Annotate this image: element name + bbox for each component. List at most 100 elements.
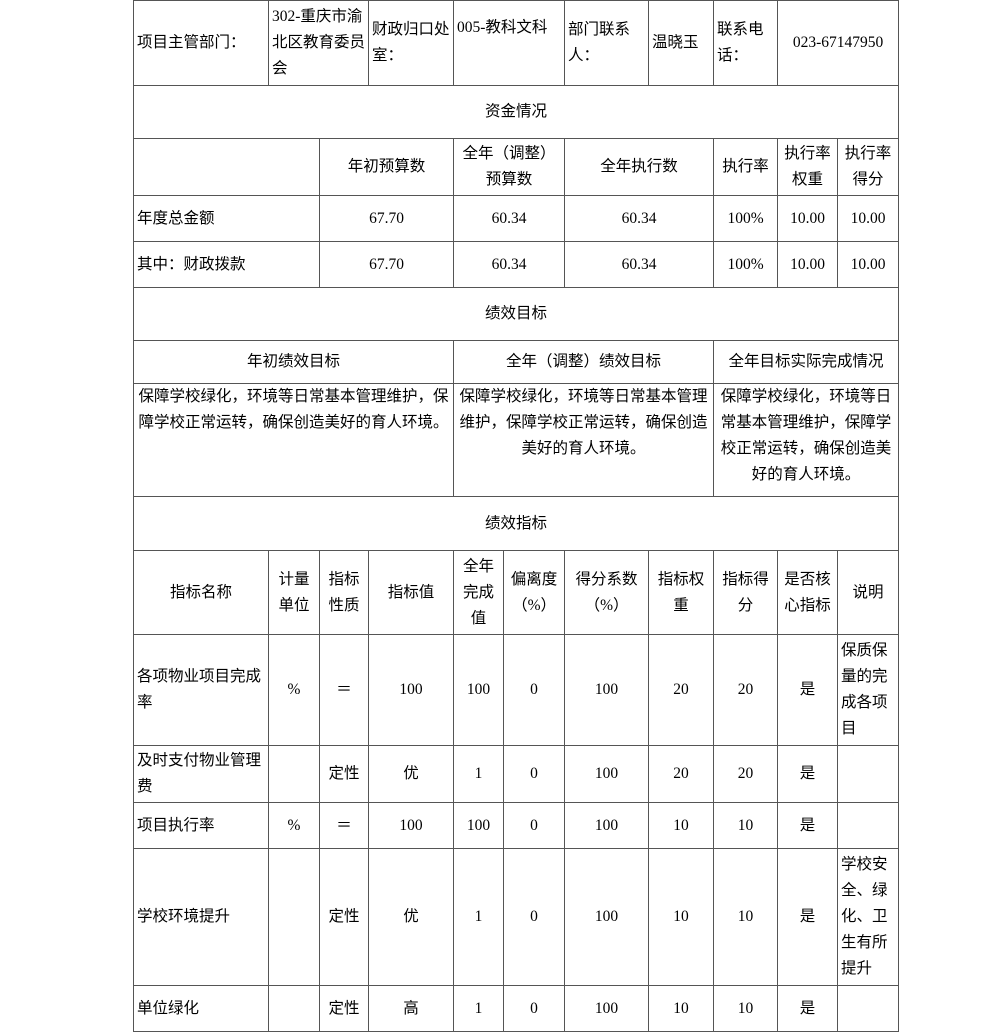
funds-col: 执行率得分 [837, 138, 900, 196]
indicator-cell: 20 [648, 745, 715, 803]
indicator-col: 指标性质 [318, 550, 370, 635]
indicator-cell: 20 [713, 634, 779, 746]
funds-cell: 100% [713, 195, 779, 242]
indicator-cell: 100 [368, 802, 455, 849]
indicator-col: 指标名称 [133, 550, 269, 635]
funds-cell: 60.34 [564, 195, 715, 242]
header-row: 项目主管部门： 302-重庆市渝北区教育委员会 财政归口处室： 005-教科文科… [133, 0, 900, 86]
performance-table: 项目主管部门： 302-重庆市渝北区教育委员会 财政归口处室： 005-教科文科… [132, 0, 900, 1032]
indicator-cell: % [268, 802, 320, 849]
indicator-cell: 100 [564, 802, 650, 849]
indicator-cell: ＝ [318, 634, 370, 746]
indicator-cell [268, 848, 320, 986]
indicator-cell: 100 [564, 745, 650, 803]
indicator-cell: 定性 [318, 745, 370, 803]
indicator-cell: 是 [777, 848, 839, 986]
indicator-row: 及时支付物业管理费 定性优 1 0 100 20 20 是 [133, 745, 900, 803]
indicator-name: 及时支付物业管理费 [133, 745, 269, 803]
funds-col: 年初预算数 [318, 138, 455, 196]
funds-cell: 67.70 [318, 195, 455, 242]
indicator-cell: 0 [503, 634, 566, 746]
indicator-cell: 0 [503, 985, 566, 1032]
indicator-cell: 20 [648, 634, 715, 746]
indicator-cell: 100 [564, 848, 650, 986]
funds-cell: 10.00 [777, 195, 839, 242]
funds-cell: 10.00 [837, 195, 900, 242]
indicator-cell: 20 [713, 745, 779, 803]
indicator-cell: 高 [368, 985, 455, 1032]
indicator-cell: 100 [368, 634, 455, 746]
indicator-cell: 定性 [318, 848, 370, 986]
funds-cell: 100% [713, 241, 779, 288]
indicator-cell: 优 [368, 848, 455, 986]
funds-col: 全年执行数 [564, 138, 715, 196]
indicator-row: 学校环境提升 定性优 1 0 100 10 10 是学校安全、绿化、卫生有所提升 [133, 848, 900, 986]
goals-col: 全年目标实际完成情况 [713, 340, 900, 384]
indicator-row: 单位绿化 定性高 1 0 100 10 10 是 [133, 985, 900, 1032]
indicator-name: 项目执行率 [133, 802, 269, 849]
contact-label: 部门联系人： [564, 0, 650, 86]
indicator-cell: 保质保量的完成各项目 [837, 634, 900, 746]
phone-value: 023-67147950 [777, 0, 900, 86]
funds-cell: 60.34 [453, 195, 566, 242]
funds-cell: 60.34 [564, 241, 715, 288]
indicator-col: 得分系数（%） [564, 550, 650, 635]
funds-header-row: 年初预算数 全年（调整）预算数 全年执行数 执行率 执行率权重 执行率得分 [133, 138, 900, 196]
indicator-col: 指标权重 [648, 550, 715, 635]
indicator-cell: % [268, 634, 320, 746]
funds-cell: 60.34 [453, 241, 566, 288]
indicator-cell: 0 [503, 745, 566, 803]
goals-col: 年初绩效目标 [132, 340, 455, 384]
funds-col: 执行率权重 [777, 138, 839, 196]
goal-actual: 保障学校绿化，环境等日常基本管理维护，保障学校正常运转，确保创造美好的育人环境。 [713, 383, 900, 497]
indicator-cell: 10 [648, 802, 715, 849]
indicator-col: 是否核心指标 [777, 550, 839, 635]
indicator-cell: 10 [648, 848, 715, 986]
indicator-cell: 是 [777, 985, 839, 1032]
indicator-row: 项目执行率% ＝ 100 100 0 100 10 10 是 [133, 802, 900, 849]
indicator-cell: 100 [453, 802, 505, 849]
goals-col: 全年（调整）绩效目标 [453, 340, 715, 384]
goals-title: 绩效目标 [132, 287, 900, 341]
funds-col: 执行率 [713, 138, 779, 196]
dept-value: 302-重庆市渝北区教育委员会 [267, 0, 370, 86]
contact-value: 温晓玉 [648, 0, 715, 86]
indicator-cell: 1 [453, 745, 505, 803]
indicator-cell [837, 745, 900, 803]
indicator-cell: 是 [777, 802, 839, 849]
indicator-cell: 100 [453, 634, 505, 746]
indicator-cell: 10 [648, 985, 715, 1032]
indicator-col: 指标得分 [713, 550, 779, 635]
goals-row: 保障学校绿化，环境等日常基本管理维护，保障学校正常运转，确保创造美好的育人环境。… [132, 383, 900, 497]
indicator-cell: 100 [564, 985, 650, 1032]
indicator-cell: 是 [777, 745, 839, 803]
indicator-cell: 1 [453, 985, 505, 1032]
goals-header-row: 年初绩效目标 全年（调整）绩效目标 全年目标实际完成情况 [132, 340, 900, 384]
funds-cell: 67.70 [318, 241, 455, 288]
indicator-cell: 10 [713, 985, 779, 1032]
finance-label: 财政归口处室： [368, 0, 455, 86]
indicator-cell [268, 745, 320, 803]
indicator-col: 全年完成值 [453, 550, 505, 635]
goal-initial: 保障学校绿化，环境等日常基本管理维护，保障学校正常运转，确保创造美好的育人环境。 [132, 383, 455, 497]
funds-cell: 10.00 [777, 241, 839, 288]
funds-row-label: 年度总金额 [133, 195, 320, 242]
funds-col: 全年（调整）预算数 [453, 138, 566, 196]
finance-value: 005-教科文科 [453, 0, 566, 86]
indicators-title: 绩效指标 [132, 496, 900, 551]
indicator-col: 说明 [837, 550, 900, 635]
indicator-cell: ＝ [318, 802, 370, 849]
indicator-name: 各项物业项目完成率 [133, 634, 269, 746]
indicator-cell: 1 [453, 848, 505, 986]
indicator-name: 学校环境提升 [133, 848, 269, 986]
funds-row: 其中：财政拨款 67.70 60.34 60.34 100% 10.00 10.… [133, 241, 900, 288]
indicator-col: 偏离度（%） [503, 550, 566, 635]
indicator-cell [837, 985, 900, 1032]
indicator-cell: 10 [713, 802, 779, 849]
phone-label: 联系电话： [713, 0, 779, 86]
funds-row-label: 其中：财政拨款 [133, 241, 320, 288]
indicator-cell: 学校安全、绿化、卫生有所提升 [837, 848, 900, 986]
indicator-cell: 10 [713, 848, 779, 986]
funds-corner [133, 138, 320, 196]
goal-adjusted: 保障学校绿化，环境等日常基本管理维护，保障学校正常运转，确保创造美好的育人环境。 [453, 383, 715, 497]
